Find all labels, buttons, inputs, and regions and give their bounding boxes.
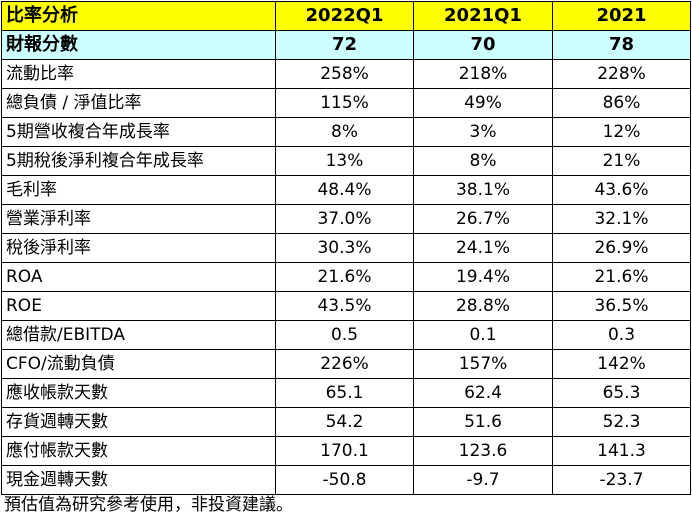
row-value: 52.3 [552, 407, 691, 437]
row-value: 65.3 [552, 378, 691, 408]
row-value: 36.5% [552, 291, 691, 321]
row-label: 5期營收複合年成長率 [1, 117, 276, 147]
table-row: 總負債 / 淨值比率 115% 49% 86% [1, 88, 691, 118]
row-value: 123.6 [413, 436, 553, 466]
row-value: 28.8% [413, 291, 553, 321]
table-row: 現金週轉天數 -50.8 -9.7 -23.7 [1, 465, 691, 495]
row-value: 12% [552, 117, 691, 147]
table-row: 毛利率 48.4% 38.1% 43.6% [1, 175, 691, 205]
table-row: 5期營收複合年成長率 8% 3% 12% [1, 117, 691, 147]
row-value: 115% [275, 88, 414, 118]
table-row: 5期稅後淨利複合年成長率 13% 8% 21% [1, 146, 691, 176]
row-value: 24.1% [413, 233, 553, 263]
row-value: 54.2 [275, 407, 414, 437]
table-row: 營業淨利率 37.0% 26.7% 32.1% [1, 204, 691, 234]
row-value: 157% [413, 349, 553, 379]
row-label: 稅後淨利率 [1, 233, 276, 263]
score-value: 70 [413, 30, 553, 60]
row-label: ROA [1, 262, 276, 292]
row-value: 21.6% [275, 262, 414, 292]
row-label: 營業淨利率 [1, 204, 276, 234]
row-label: 總借款/EBITDA [1, 320, 276, 350]
table-row: 應收帳款天數 65.1 62.4 65.3 [1, 378, 691, 408]
row-label: 總負債 / 淨值比率 [1, 88, 276, 118]
row-label: 5期稅後淨利複合年成長率 [1, 146, 276, 176]
row-value: 0.1 [413, 320, 553, 350]
table-row: 流動比率 258% 218% 228% [1, 59, 691, 89]
table-row: 總借款/EBITDA 0.5 0.1 0.3 [1, 320, 691, 350]
row-value: 226% [275, 349, 414, 379]
row-value: 3% [413, 117, 553, 147]
row-value: 86% [552, 88, 691, 118]
row-value: 26.7% [413, 204, 553, 234]
table-row: 稅後淨利率 30.3% 24.1% 26.9% [1, 233, 691, 263]
row-value: 37.0% [275, 204, 414, 234]
row-label: 流動比率 [1, 59, 276, 89]
disclaimer-footnote: 預估值為研究參考使用，非投資建議。 [4, 495, 293, 515]
table-row: 存貨週轉天數 54.2 51.6 52.3 [1, 407, 691, 437]
row-value: 43.5% [275, 291, 414, 321]
row-value: 142% [552, 349, 691, 379]
row-value: 8% [275, 117, 414, 147]
row-value: 32.1% [552, 204, 691, 234]
header-title: 比率分析 [1, 1, 276, 31]
row-value: 26.9% [552, 233, 691, 263]
row-value: 0.5 [275, 320, 414, 350]
row-value: 21% [552, 146, 691, 176]
score-row: 財報分數 72 70 78 [1, 30, 691, 60]
row-value: 19.4% [413, 262, 553, 292]
row-value: 258% [275, 59, 414, 89]
row-value: 48.4% [275, 175, 414, 205]
row-label: 存貨週轉天數 [1, 407, 276, 437]
score-value: 72 [275, 30, 414, 60]
row-value: -23.7 [552, 465, 691, 495]
row-label: CFO/流動負債 [1, 349, 276, 379]
row-value: 49% [413, 88, 553, 118]
row-value: 218% [413, 59, 553, 89]
score-label: 財報分數 [1, 30, 276, 60]
row-value: 228% [552, 59, 691, 89]
header-col-2022q1: 2022Q1 [275, 1, 414, 31]
row-label: 毛利率 [1, 175, 276, 205]
row-value: 51.6 [413, 407, 553, 437]
table-row: ROA 21.6% 19.4% 21.6% [1, 262, 691, 292]
row-label: 應付帳款天數 [1, 436, 276, 466]
row-label: ROE [1, 291, 276, 321]
row-value: 65.1 [275, 378, 414, 408]
row-label: 現金週轉天數 [1, 465, 276, 495]
table-row: CFO/流動負債 226% 157% 142% [1, 349, 691, 379]
row-value: 21.6% [552, 262, 691, 292]
row-value: 170.1 [275, 436, 414, 466]
row-value: 0.3 [552, 320, 691, 350]
row-value: 38.1% [413, 175, 553, 205]
row-label: 應收帳款天數 [1, 378, 276, 408]
row-value: 43.6% [552, 175, 691, 205]
row-value: -50.8 [275, 465, 414, 495]
header-col-2021q1: 2021Q1 [413, 1, 553, 31]
row-value: 30.3% [275, 233, 414, 263]
header-col-2021: 2021 [552, 1, 691, 31]
score-value: 78 [552, 30, 691, 60]
row-value: 8% [413, 146, 553, 176]
row-value: 62.4 [413, 378, 553, 408]
ratio-table-body: 比率分析 2022Q1 2021Q1 2021 財報分數 72 70 78 流動… [1, 1, 691, 495]
table-row: 應付帳款天數 170.1 123.6 141.3 [1, 436, 691, 466]
row-value: 13% [275, 146, 414, 176]
table-row: ROE 43.5% 28.8% 36.5% [1, 291, 691, 321]
row-value: 141.3 [552, 436, 691, 466]
header-row: 比率分析 2022Q1 2021Q1 2021 [1, 1, 691, 31]
ratio-table: 比率分析 2022Q1 2021Q1 2021 財報分數 72 70 78 流動… [1, 1, 691, 495]
row-value: -9.7 [413, 465, 553, 495]
